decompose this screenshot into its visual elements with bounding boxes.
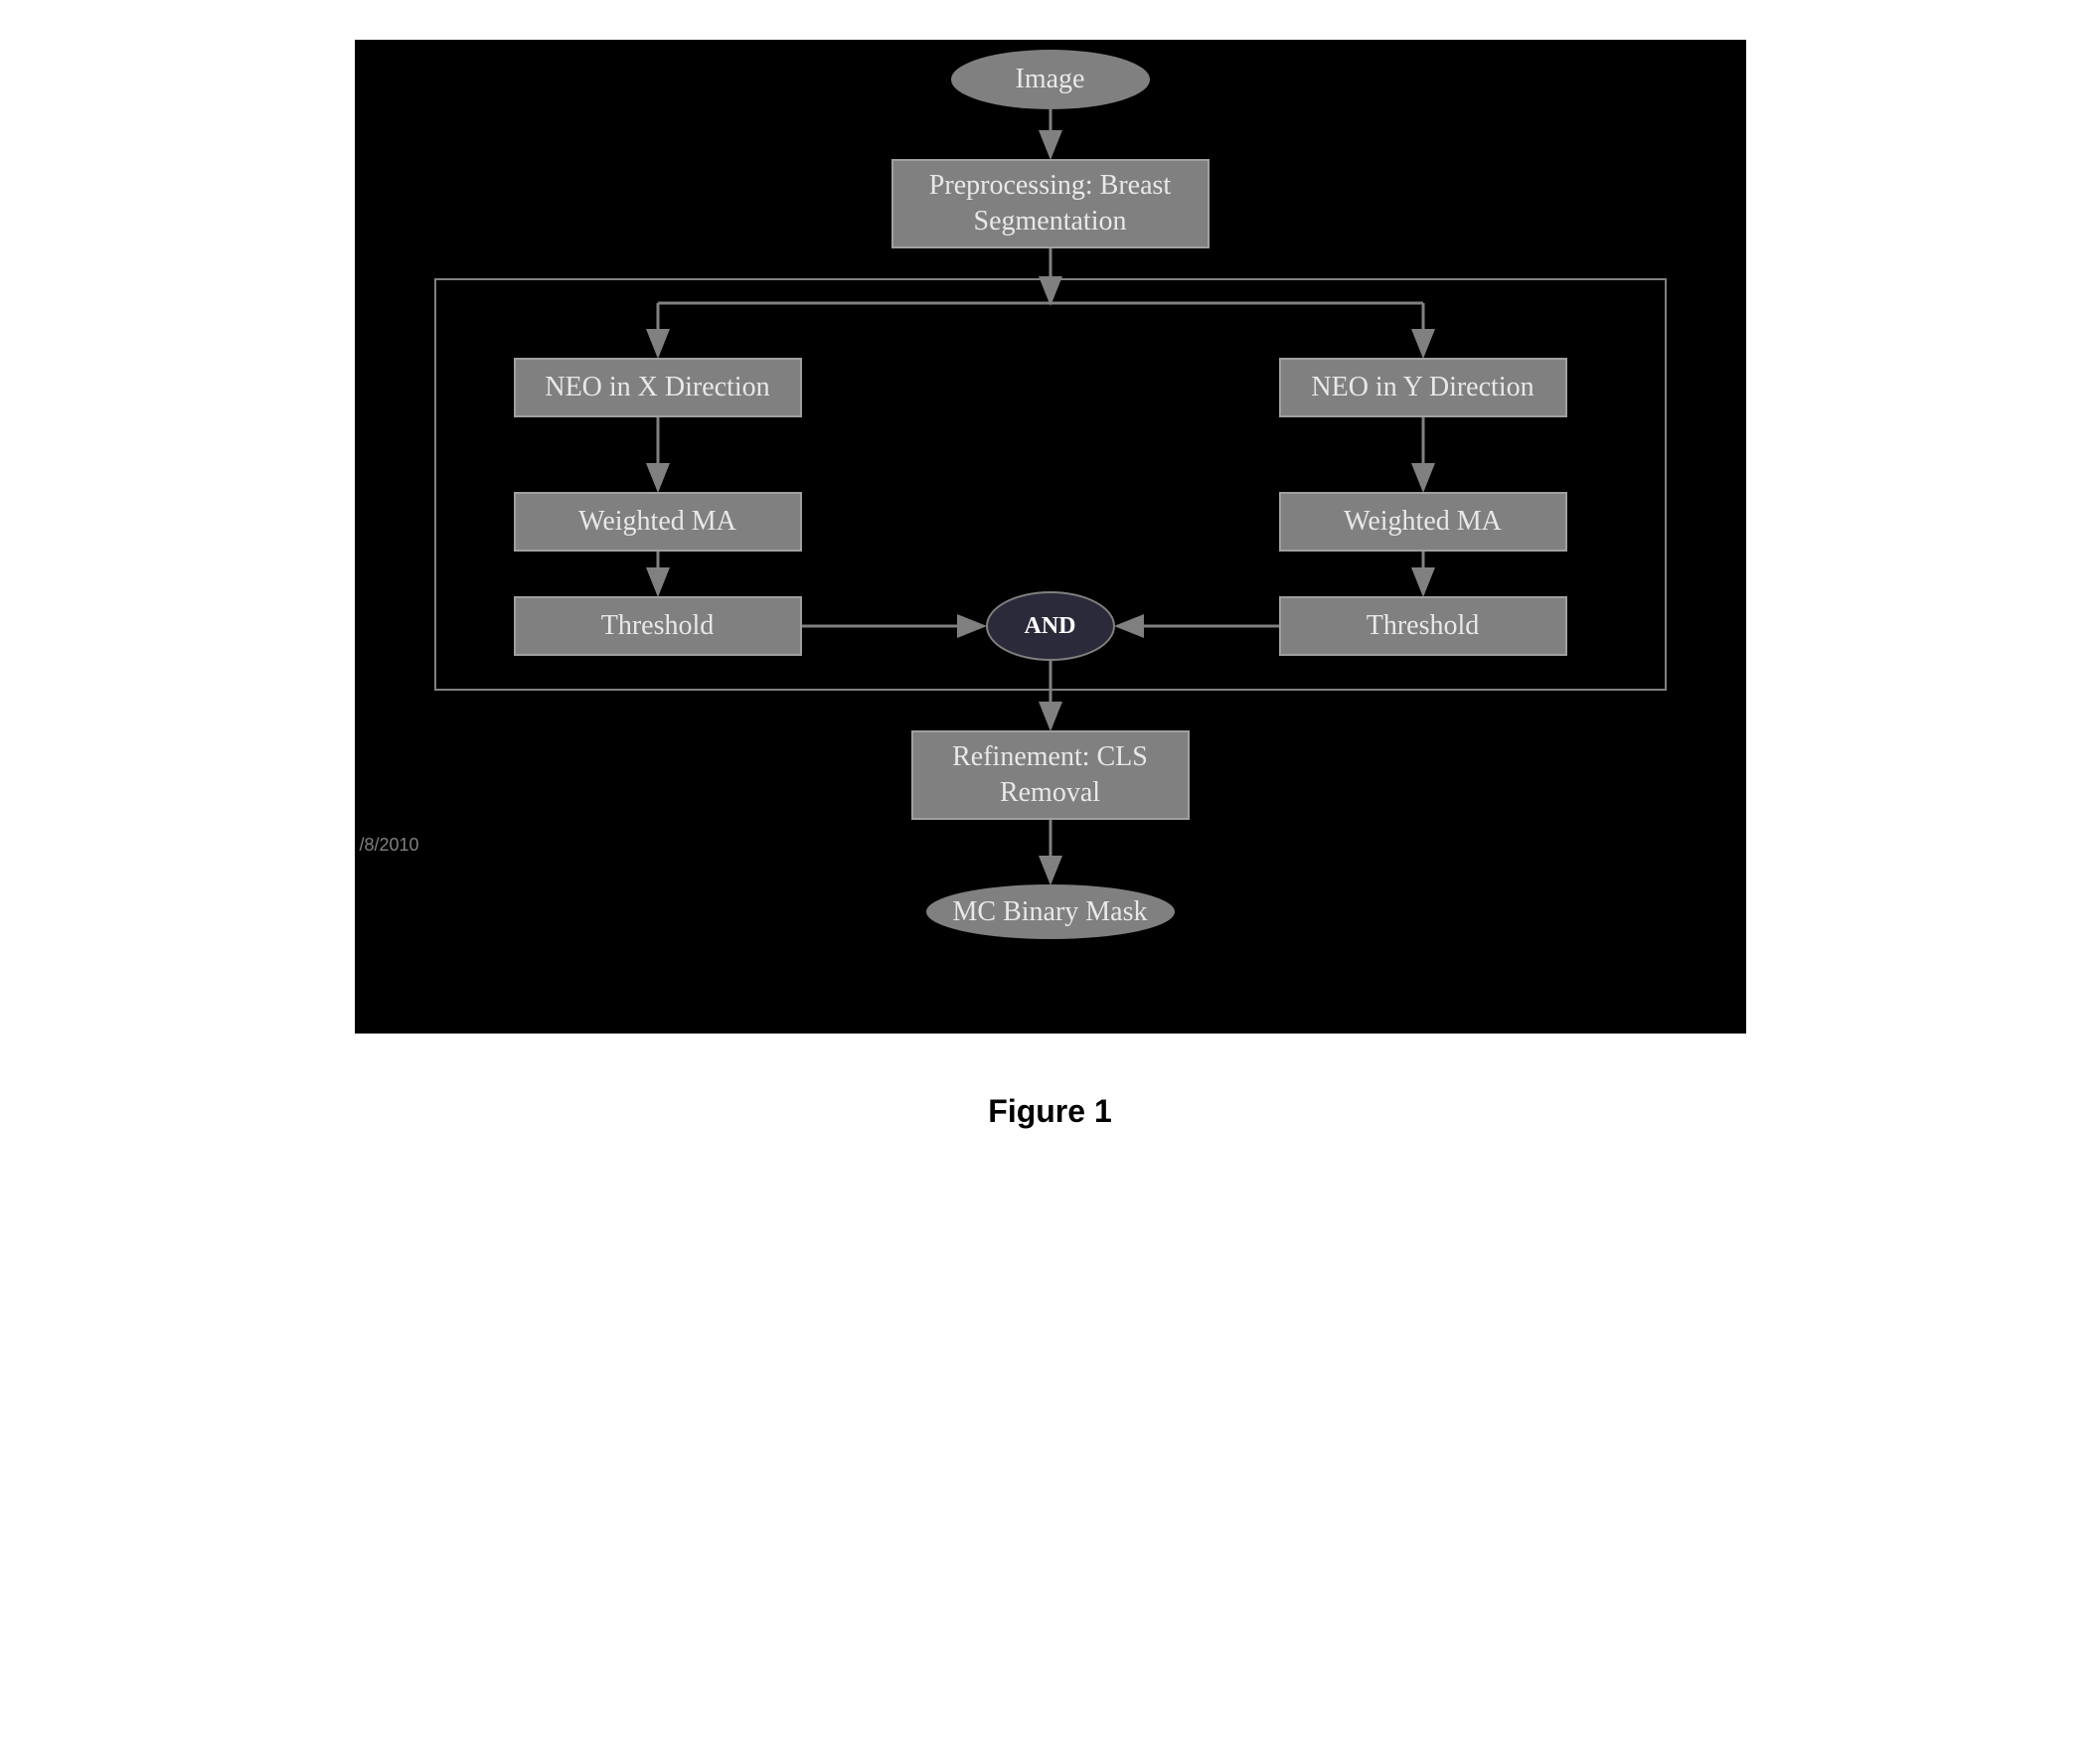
node-output-label: MC Binary Mask [953,896,1148,928]
node-output: MC Binary Mask [926,884,1175,939]
node-wma-x: Weighted MA [514,492,802,552]
node-neo-y: NEO in Y Direction [1279,358,1567,417]
node-wma-y: Weighted MA [1279,492,1567,552]
node-neo-y-label: NEO in Y Direction [1311,370,1534,405]
node-start: Image [951,50,1150,109]
figure-caption: Figure 1 [988,1093,1111,1130]
node-threshold-y-label: Threshold [1367,608,1480,644]
node-start-label: Image [1016,64,1085,95]
date-watermark: /8/2010 [360,835,419,856]
flowchart-container: Image Preprocessing: Breast Segmentation… [355,40,1746,1034]
node-and-label: AND [1025,613,1076,640]
node-threshold-y: Threshold [1279,596,1567,656]
node-neo-x-label: NEO in X Direction [545,370,769,405]
node-refinement-label: Refinement: CLS Removal [929,739,1172,812]
node-neo-x: NEO in X Direction [514,358,802,417]
node-threshold-x-label: Threshold [601,608,715,644]
node-preprocessing: Preprocessing: Breast Segmentation [891,159,1210,248]
node-wma-y-label: Weighted MA [1344,504,1502,540]
node-refinement: Refinement: CLS Removal [911,730,1190,820]
node-and: AND [986,591,1115,661]
node-threshold-x: Threshold [514,596,802,656]
node-preprocessing-label: Preprocessing: Breast Segmentation [909,168,1192,240]
node-wma-x-label: Weighted MA [578,504,736,540]
